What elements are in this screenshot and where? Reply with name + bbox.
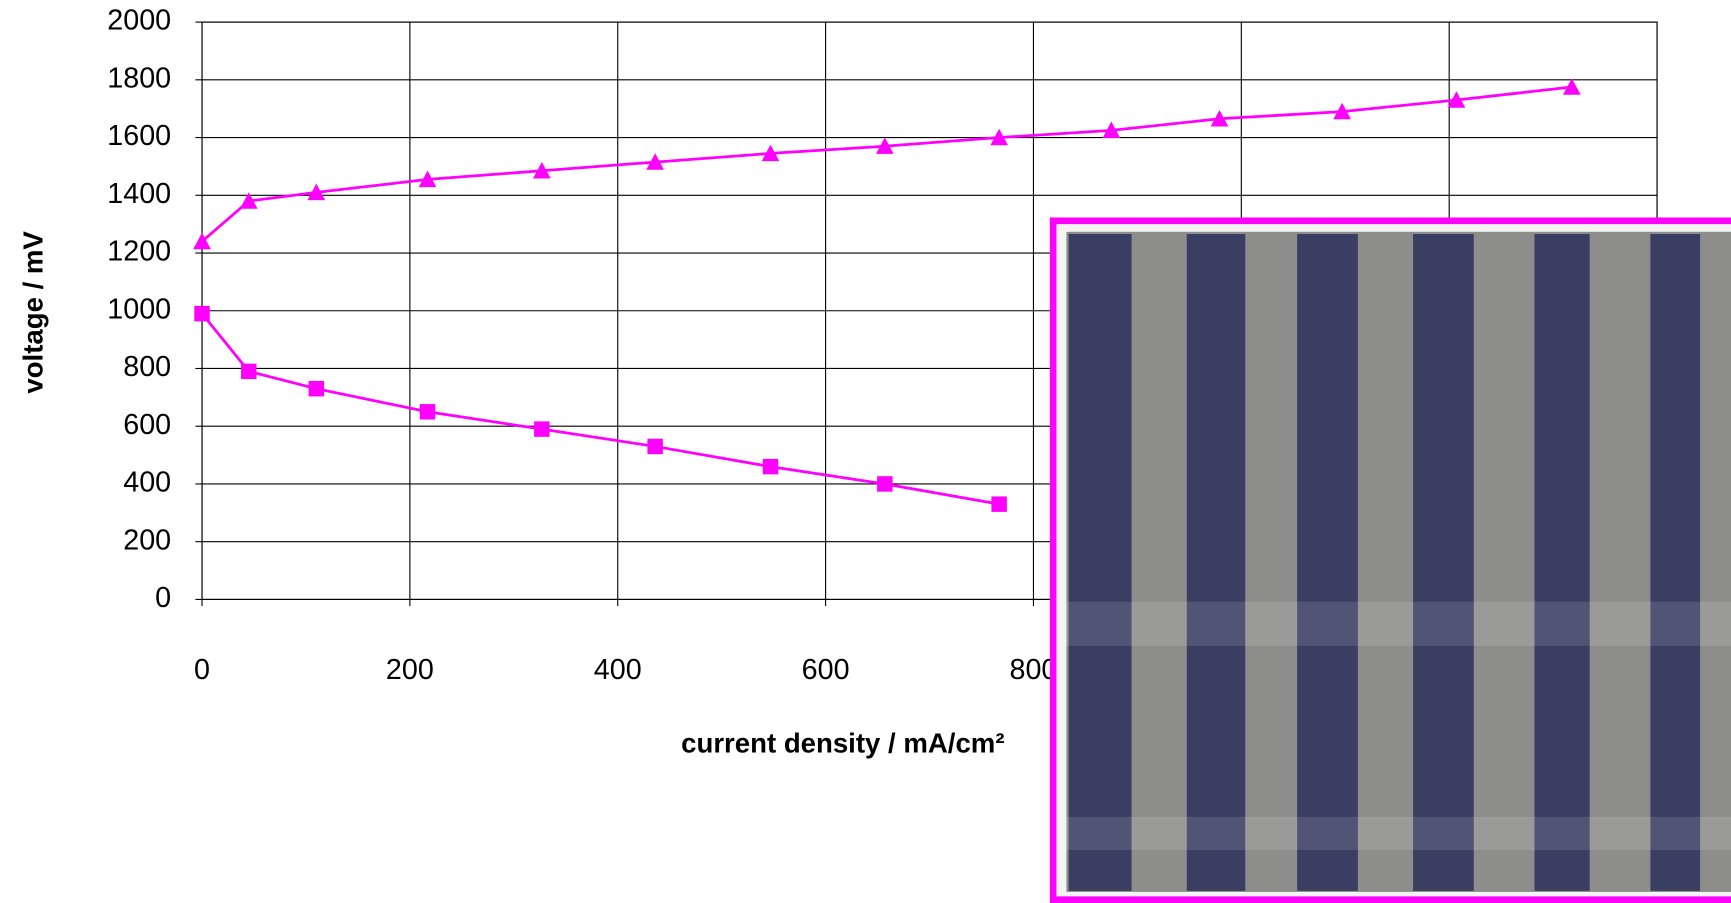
triangle-marker bbox=[307, 183, 326, 201]
triangle-marker bbox=[1210, 109, 1229, 127]
y-tick-label: 400 bbox=[123, 467, 171, 499]
y-tick-label: 1000 bbox=[107, 293, 171, 325]
square-marker bbox=[194, 305, 210, 322]
triangle-marker bbox=[876, 137, 894, 154]
triangle-marker bbox=[1333, 102, 1351, 120]
photo-stripe bbox=[1413, 234, 1474, 891]
y-axis-title: voltage / mV bbox=[18, 231, 49, 394]
y-tick-label: 200 bbox=[123, 524, 171, 556]
triangle-marker bbox=[1447, 91, 1466, 108]
x-tick-label: 600 bbox=[802, 654, 850, 686]
square-marker bbox=[991, 496, 1007, 512]
triangle-marker bbox=[1562, 78, 1581, 95]
triangle-marker bbox=[646, 153, 664, 170]
square-marker bbox=[308, 380, 325, 397]
photo-stripe bbox=[1650, 234, 1701, 891]
x-tick-label: 200 bbox=[386, 654, 434, 686]
x-tick-label: 0 bbox=[194, 654, 210, 686]
x-tick-label: 800 bbox=[1010, 654, 1058, 686]
series-line bbox=[200, 312, 1000, 506]
square-marker bbox=[241, 363, 257, 380]
photo-band bbox=[1066, 601, 1731, 646]
y-tick-label: 0 bbox=[155, 582, 171, 614]
triangle-marker bbox=[1102, 121, 1121, 139]
square-marker bbox=[877, 476, 893, 492]
inset-photo bbox=[1049, 217, 1731, 903]
square-marker bbox=[534, 421, 550, 437]
triangle-marker bbox=[418, 170, 437, 188]
photo-stripe bbox=[1297, 234, 1358, 891]
photo-frame bbox=[1049, 217, 1731, 903]
series-line bbox=[201, 85, 1572, 243]
photo-stripe bbox=[1068, 234, 1132, 891]
square-marker bbox=[647, 438, 663, 455]
y-tick-label: 800 bbox=[123, 351, 171, 383]
square-marker bbox=[419, 404, 436, 420]
photo-sample bbox=[1066, 231, 1731, 892]
square-marker bbox=[762, 458, 779, 475]
photo-stripe bbox=[1534, 234, 1590, 891]
photo-stripe bbox=[1186, 234, 1246, 891]
y-tick-label: 1600 bbox=[107, 120, 171, 152]
triangle-marker bbox=[533, 161, 551, 179]
photo-band bbox=[1066, 816, 1731, 851]
triangle-marker bbox=[193, 232, 211, 250]
x-axis-title: current density / mA/cm² bbox=[681, 727, 1004, 758]
y-tick-label: 1800 bbox=[107, 62, 171, 94]
y-tick-label: 600 bbox=[123, 409, 171, 441]
x-tick-label: 400 bbox=[594, 654, 642, 686]
triangle-marker bbox=[239, 192, 258, 209]
y-tick-label: 2000 bbox=[107, 5, 171, 37]
y-tick-label: 1400 bbox=[107, 178, 171, 210]
y-tick-label: 1200 bbox=[107, 236, 171, 268]
triangle-marker bbox=[761, 144, 780, 162]
triangle-marker bbox=[990, 128, 1008, 146]
